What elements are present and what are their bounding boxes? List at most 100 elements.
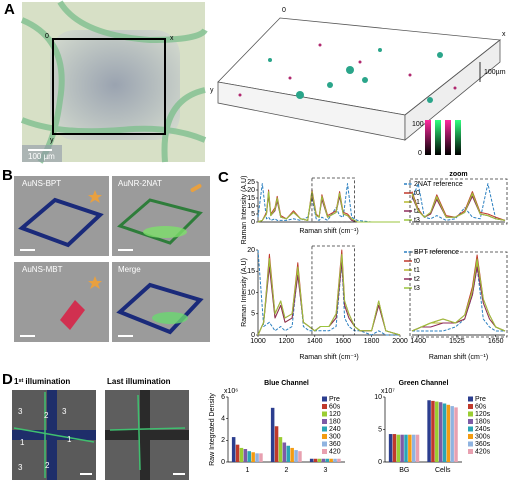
zoom-frame [409, 178, 508, 225]
legend-swatch [322, 396, 327, 402]
bar [408, 434, 412, 462]
colorbar-max: 100 [412, 121, 424, 128]
legend-label: 120 [329, 411, 341, 418]
bar [298, 451, 302, 462]
bar [321, 458, 326, 462]
sers-tiles [14, 176, 210, 342]
scale-bar-label: 100 µm [28, 152, 55, 161]
legend-label: t2 [414, 208, 420, 215]
spectrum [411, 266, 506, 332]
x-tick-label: 1200 [279, 338, 295, 345]
legend-swatch [322, 419, 327, 424]
tile-title: Merge [118, 265, 141, 274]
legend-swatch [322, 404, 327, 409]
spectrum [411, 192, 506, 221]
spectrum [257, 253, 401, 336]
legend-label: t0 [414, 190, 420, 197]
legend-swatch [468, 396, 473, 402]
axis-y: y [210, 87, 214, 94]
x-tick-label: BG [399, 467, 409, 474]
legend-label: 2NAT reference [414, 181, 463, 188]
tile-title: AuNR-2NAT [118, 179, 162, 188]
y-axis-label: Raw Integrated Density [209, 393, 216, 466]
x-tick-label: 1400 [307, 338, 323, 345]
panel-label: C [218, 169, 229, 186]
bar [325, 458, 330, 462]
bar [454, 407, 458, 462]
chart-title: zoom [449, 171, 467, 178]
volume-render [217, 17, 502, 155]
bar [388, 434, 393, 462]
legend-label: 420 [329, 448, 341, 455]
spectrum [257, 191, 400, 223]
spectrum [411, 258, 506, 332]
x-tick-label: 2 [285, 467, 289, 474]
bar [329, 458, 333, 462]
legend-swatch [468, 426, 473, 432]
region-label: 2 [45, 461, 50, 470]
bar [337, 458, 341, 462]
bar [446, 404, 451, 462]
zoom-region [311, 177, 355, 223]
bar [427, 400, 431, 462]
legend-label: 240 [329, 426, 341, 433]
x-tick-label: 1650 [488, 338, 504, 345]
bar [313, 458, 318, 462]
bar [239, 447, 244, 462]
bar [282, 442, 287, 462]
x-tick-label: Cells [435, 467, 451, 474]
legend-label: 240s [475, 426, 491, 433]
tile-title: AuNS-BPT [22, 179, 61, 188]
legend-label: t3 [414, 217, 420, 224]
panel-label: A [4, 1, 15, 18]
legend-label: 60s [475, 403, 487, 410]
bar [286, 445, 291, 462]
spectrum [257, 249, 401, 336]
region-label: 1 [20, 438, 25, 447]
y-tick-label: 2 [221, 437, 225, 444]
legend-label: 60s [329, 403, 341, 410]
legend-swatch [322, 449, 327, 454]
legend-swatch [468, 404, 473, 409]
y-tick-label: 5 [251, 311, 255, 318]
y-axis-label: Raman Intensity (A.U) [241, 258, 248, 327]
spectrum [257, 258, 401, 336]
legend-label: 300 [329, 433, 341, 440]
bar [270, 407, 275, 462]
spectrum [257, 189, 400, 223]
spectrum [257, 262, 401, 336]
x-tick-label: 1800 [364, 338, 380, 345]
tile-title: AuNS-MBT [22, 265, 63, 274]
y-tick-label: 0 [378, 459, 382, 466]
legend-label: 360s [475, 441, 491, 448]
legend-swatch [322, 426, 327, 432]
bar [251, 452, 255, 462]
bar [231, 437, 236, 462]
legend-label: 120s [475, 411, 491, 418]
y-tick-label: 4 [221, 416, 225, 423]
legend-swatch [468, 419, 473, 424]
y-tick-label: 15 [247, 268, 255, 275]
image-title: Last illumination [107, 377, 171, 386]
y-tick-label: 10 [374, 394, 382, 401]
spectrum [257, 183, 400, 223]
bar [333, 458, 337, 462]
legend-swatch [468, 434, 473, 439]
axis-multiplier: x10⁷ [381, 388, 395, 395]
bar [442, 403, 447, 462]
x-axis-label: Raman shift (cm⁻¹) [299, 354, 358, 361]
zoom-region [311, 245, 355, 336]
legend-swatch [322, 441, 327, 447]
bar [247, 451, 252, 462]
bar [438, 402, 443, 462]
y-tick-label: 10 [247, 289, 255, 296]
legend-label: t1 [414, 267, 420, 274]
legend-label: Pre [329, 396, 340, 403]
panel-label: B [2, 167, 13, 184]
x-tick-label: 1000 [250, 338, 266, 345]
spectrum [257, 249, 400, 336]
legend-label: t3 [414, 285, 420, 292]
legend-label: 420s [475, 448, 491, 455]
legend-swatch [322, 434, 327, 439]
region-label: 3 [18, 407, 23, 416]
